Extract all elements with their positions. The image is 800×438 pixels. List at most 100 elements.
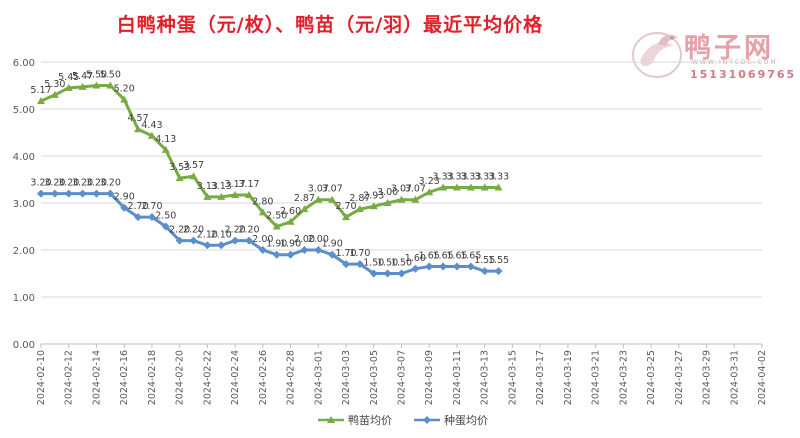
x-tick-label: 2024-03-21 <box>591 350 602 405</box>
data-point-egg <box>314 246 323 254</box>
x-tick-label: 2024-02-10 <box>36 350 47 405</box>
data-point-egg <box>106 189 115 198</box>
data-point-duckling <box>383 199 392 206</box>
y-tick-label: 3.00 <box>13 199 35 210</box>
series-line-egg <box>41 192 499 275</box>
x-tick-label: 2024-02-14 <box>91 350 102 405</box>
data-label-egg: 1.90 <box>322 239 343 250</box>
data-point-egg <box>272 250 281 259</box>
data-point-egg <box>328 250 337 259</box>
legend-label-duckling: 鸭苗均价 <box>348 414 392 427</box>
x-tick-label: 2024-03-15 <box>507 350 518 405</box>
series-line-duckling <box>40 84 499 228</box>
data-label-duckling: 3.33 <box>433 171 454 182</box>
data-point-egg <box>411 264 420 273</box>
x-tick-label: 2024-03-31 <box>729 350 740 405</box>
data-point-egg <box>425 262 434 271</box>
data-label-duckling: 3.33 <box>460 171 481 182</box>
data-point-egg <box>147 213 156 222</box>
diamond-marker-icon <box>414 416 440 424</box>
data-label-duckling: 3.17 <box>225 179 246 190</box>
data-label-egg: 2.90 <box>114 192 135 203</box>
data-point-duckling <box>134 125 143 133</box>
data-point-egg <box>175 236 184 245</box>
data-label-egg: 2.20 <box>183 225 204 236</box>
legend-item-egg: 种蛋均价 <box>414 412 488 428</box>
data-point-duckling <box>342 213 351 221</box>
data-point-egg <box>480 267 489 276</box>
x-tick-label: 2024-03-11 <box>452 350 463 405</box>
x-tick-label: 2024-02-12 <box>64 350 75 405</box>
data-label-duckling: 3.33 <box>488 171 509 182</box>
data-point-egg <box>120 203 129 212</box>
data-point-egg <box>50 189 59 198</box>
data-point-egg <box>383 269 392 278</box>
x-tick-label: 2024-02-28 <box>286 350 297 405</box>
data-point-duckling <box>78 82 87 90</box>
data-point-duckling <box>189 172 198 180</box>
data-label-egg: 2.20 <box>238 225 259 236</box>
data-point-duckling <box>480 183 489 191</box>
data-label-duckling: 3.23 <box>419 176 440 187</box>
data-label-egg: 1.65 <box>419 250 440 261</box>
x-tick-label: 2024-03-27 <box>674 350 685 405</box>
data-label-duckling: 2.93 <box>363 190 384 201</box>
data-label-egg: 3.20 <box>44 178 65 189</box>
data-label-duckling: 5.45 <box>58 72 79 83</box>
y-tick-label: 5.00 <box>13 105 35 116</box>
data-point-duckling <box>452 183 461 191</box>
data-label-duckling: 2.50 <box>266 211 287 222</box>
data-label-egg: 1.50 <box>363 258 384 269</box>
data-point-duckling <box>272 222 281 230</box>
data-label-duckling: 5.20 <box>114 84 135 95</box>
data-label-egg: 2.10 <box>197 229 218 240</box>
data-point-duckling <box>120 95 129 103</box>
data-label-duckling: 2.60 <box>280 206 301 217</box>
data-label-duckling: 3.13 <box>211 181 232 192</box>
data-label-duckling: 3.17 <box>238 179 259 190</box>
data-point-duckling <box>355 205 364 213</box>
data-point-egg <box>161 222 170 231</box>
watermark-brand: 鸭子网 <box>684 33 774 64</box>
x-tick-label: 2024-03-19 <box>563 350 574 405</box>
data-label-egg: 2.20 <box>225 225 246 236</box>
data-label-egg: 1.65 <box>460 250 481 261</box>
data-point-duckling <box>397 195 406 203</box>
x-tick-label: 2024-02-20 <box>175 350 186 405</box>
data-point-egg <box>203 241 212 250</box>
data-point-duckling <box>231 191 240 199</box>
data-label-egg: 3.20 <box>100 178 121 189</box>
data-point-duckling <box>328 195 337 203</box>
data-label-egg: 3.20 <box>58 178 79 189</box>
data-label-egg: 1.65 <box>433 250 454 261</box>
data-point-duckling <box>411 195 420 203</box>
data-label-duckling: 3.53 <box>169 162 190 173</box>
data-point-duckling <box>92 81 101 89</box>
data-label-duckling: 3.07 <box>308 184 329 195</box>
data-label-duckling: 5.17 <box>30 85 51 96</box>
data-label-egg: 2.00 <box>252 234 273 245</box>
data-labels: 5.175.305.455.475.505.505.204.574.434.13… <box>30 70 509 269</box>
data-label-duckling: 2.80 <box>252 196 273 207</box>
data-point-egg <box>369 269 378 278</box>
watermark-phone: 15131069765 <box>690 68 797 81</box>
data-point-duckling <box>494 183 503 191</box>
data-label-egg: 2.70 <box>141 201 162 212</box>
chart-title: 白鸭种蛋（元/枚）、鸭苗（元/羽）最近平均价格 <box>116 14 544 36</box>
data-label-duckling: 3.07 <box>391 184 412 195</box>
legend-item-duckling: 鸭苗均价 <box>318 412 392 428</box>
triangle-marker-icon <box>318 416 344 423</box>
data-label-duckling: 5.30 <box>44 79 65 90</box>
data-point-egg <box>244 236 253 245</box>
data-label-egg: 1.90 <box>266 239 287 250</box>
y-tick-label: 1.00 <box>13 293 35 304</box>
data-label-egg: 1.70 <box>335 248 356 259</box>
data-point-egg <box>231 236 240 245</box>
duck-logo-icon <box>632 32 682 78</box>
data-point-egg <box>64 189 73 198</box>
data-label-duckling: 5.47 <box>72 71 93 82</box>
data-label-egg: 2.00 <box>294 234 315 245</box>
data-point-egg <box>300 246 309 254</box>
x-tick-label: 2024-03-25 <box>646 350 657 405</box>
data-label-duckling: 5.50 <box>86 70 107 81</box>
